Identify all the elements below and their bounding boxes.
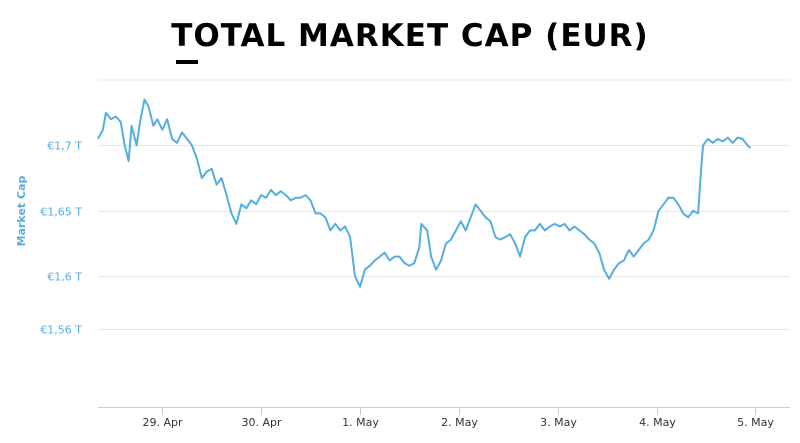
grid-lines xyxy=(98,79,790,330)
y-axis-label: Market Cap xyxy=(15,176,28,247)
x-tick-label: 5. May xyxy=(737,416,774,429)
chart-title: TOTAL MARKET CAP (EUR) xyxy=(171,18,649,54)
x-tick-label: 1. May xyxy=(342,416,379,429)
series-line xyxy=(97,98,752,288)
y-tick-label: €1,56 T xyxy=(40,324,82,337)
x-tick-label: 4. May xyxy=(639,416,676,429)
x-tick-label: 2. May xyxy=(441,416,478,429)
series-group xyxy=(97,98,752,288)
y-tick-label: €1,7 T xyxy=(47,140,82,153)
y-axis-ticks: €1,56 T €1,6 T €1,65 T €1,7 T xyxy=(40,140,82,337)
x-tick-label: 30. Apr xyxy=(241,416,281,429)
x-tick-label: 3. May xyxy=(540,416,577,429)
y-tick-label: €1,65 T xyxy=(40,206,82,219)
y-tick-label: €1,6 T xyxy=(47,271,82,284)
x-axis: 29. Apr 30. Apr 1. May 2. May 3. May 4. May 5.… xyxy=(98,407,790,429)
x-tick-label: 29. Apr xyxy=(142,416,182,429)
title-decoration xyxy=(176,60,198,64)
